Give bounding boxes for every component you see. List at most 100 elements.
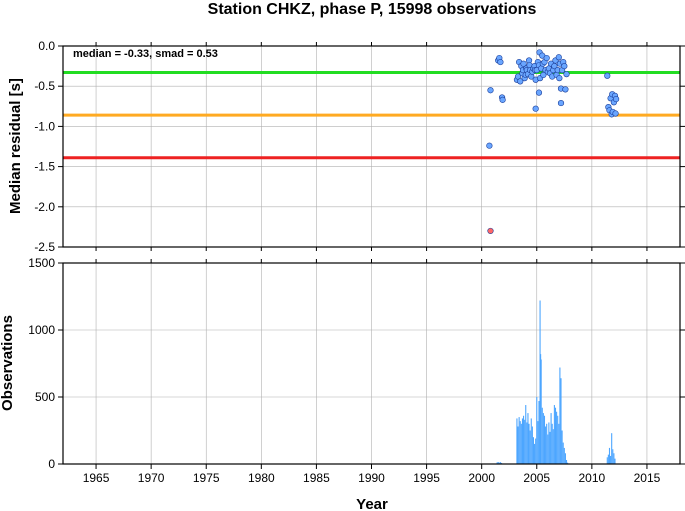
observations-bar <box>545 426 547 464</box>
observations-bar <box>526 422 528 464</box>
residual-reference-lines <box>63 71 680 160</box>
observations-bar <box>559 367 561 464</box>
observations-bars <box>496 300 616 464</box>
residual-annotation: median = -0.33, smad = 0.53 <box>73 48 218 60</box>
x-tick-label: 2005 <box>523 471 550 485</box>
residual-point <box>604 72 611 79</box>
observations-bar <box>529 430 531 464</box>
observations-bar <box>608 447 611 464</box>
residual-panel: 0.0 -0.5 -1.0 -1.5 -2.0 -2.5 median = -0.33, … <box>7 39 685 254</box>
observations-bar <box>538 401 540 464</box>
observations-y-axis-title: Observations <box>0 315 16 411</box>
observations-bar <box>611 433 613 464</box>
residual-point <box>487 227 494 235</box>
x-tick-label: 1995 <box>413 471 440 485</box>
observations-y-tick-label: 1500 <box>28 256 55 270</box>
observations-bar <box>560 378 562 464</box>
observations-y-tick-label: 500 <box>35 390 55 404</box>
observations-bar <box>521 418 523 464</box>
residual-y-tick-label: -2.5 <box>34 240 55 254</box>
observations-panel: 0 500 1000 1500 1965 1970 1975 1980 1985 1990 199… <box>0 256 685 511</box>
residual-point <box>486 142 493 149</box>
residual-point <box>562 86 569 93</box>
x-tick-label: 2010 <box>579 471 606 485</box>
residual-grid <box>63 45 680 248</box>
observations-bar <box>549 431 551 464</box>
x-tick-label: 1980 <box>248 471 275 485</box>
observations-bar <box>567 462 569 464</box>
residual-point <box>612 110 619 117</box>
residual-point <box>520 60 527 67</box>
observations-bar <box>542 413 544 464</box>
residual-point <box>556 75 563 82</box>
residual-x-ticks <box>95 42 648 251</box>
residual-point <box>561 62 568 70</box>
observations-y-ticks: 0 500 1000 1500 <box>28 256 685 471</box>
observations-bar <box>518 417 520 464</box>
residual-point <box>532 105 539 112</box>
observations-bar <box>562 442 564 464</box>
observations-bar <box>612 449 614 464</box>
observations-bar <box>519 421 521 464</box>
observations-bar <box>563 447 565 464</box>
observations-bar <box>556 411 558 464</box>
residual-y-axis-title: Median residual [s] <box>7 78 24 214</box>
observations-bar <box>552 429 554 464</box>
x-tick-label: 2000 <box>468 471 495 485</box>
observations-x-ticks: 1965 1970 1975 1980 1985 1990 1995 2000 2005 2010… <box>83 259 661 485</box>
residual-point <box>563 71 570 78</box>
residual-y-tick-label: 0.0 <box>38 39 55 53</box>
residual-point <box>543 54 550 62</box>
x-axis-title: Year <box>356 496 388 511</box>
residual-point <box>555 54 562 61</box>
x-tick-label: 1990 <box>358 471 385 485</box>
observations-bar <box>524 419 526 464</box>
residual-points <box>486 49 620 235</box>
observations-bar <box>525 405 527 464</box>
x-tick-label: 2015 <box>634 471 661 485</box>
observations-bar <box>540 359 542 464</box>
observations-bar <box>537 421 539 464</box>
observations-bar <box>613 453 615 464</box>
observations-bar <box>534 443 536 464</box>
observations-bar <box>553 405 555 464</box>
chart-title: Station CHKZ, phase P, 15998 observation… <box>208 1 537 18</box>
residual-y-tick-label: -2.0 <box>34 200 55 214</box>
observations-bar <box>554 407 557 464</box>
observations-bar <box>530 418 532 464</box>
observations-bar <box>535 438 537 464</box>
observations-y-tick-label: 0 <box>48 457 55 471</box>
observations-bar <box>498 462 500 464</box>
observations-bar <box>543 415 546 464</box>
observations-bar <box>497 461 499 464</box>
residual-point <box>557 99 565 107</box>
residual-point <box>497 58 504 66</box>
x-tick-label: 1970 <box>138 471 165 485</box>
observations-y-tick-label: 1000 <box>28 323 55 337</box>
observations-grid <box>63 262 680 465</box>
observations-bar <box>532 437 535 464</box>
residual-y-tick-label: -1.5 <box>34 160 55 174</box>
observations-bar <box>527 413 529 464</box>
observations-bar <box>550 413 552 464</box>
observations-bar <box>531 426 533 464</box>
observations-bar <box>565 459 568 464</box>
observations-bar <box>551 423 553 464</box>
observations-bar <box>558 423 560 464</box>
residual-y-tick-label: -0.5 <box>34 79 55 93</box>
residual-point <box>612 95 620 103</box>
observations-bar <box>522 415 525 464</box>
residual-y-tick-label: -1.0 <box>34 119 55 133</box>
observations-bar <box>536 397 538 464</box>
observations-bar <box>541 407 543 464</box>
observations-bar <box>517 426 519 464</box>
observations-bar <box>561 430 563 464</box>
residual-y-ticks: 0.0 -0.5 -1.0 -1.5 -2.0 -2.5 <box>34 39 685 254</box>
residual-point <box>517 78 524 85</box>
observations-bar <box>547 434 549 464</box>
observations-bar <box>607 454 609 464</box>
observations-bar <box>520 423 522 464</box>
observations-bar <box>606 457 608 464</box>
observations-bar <box>546 423 548 464</box>
